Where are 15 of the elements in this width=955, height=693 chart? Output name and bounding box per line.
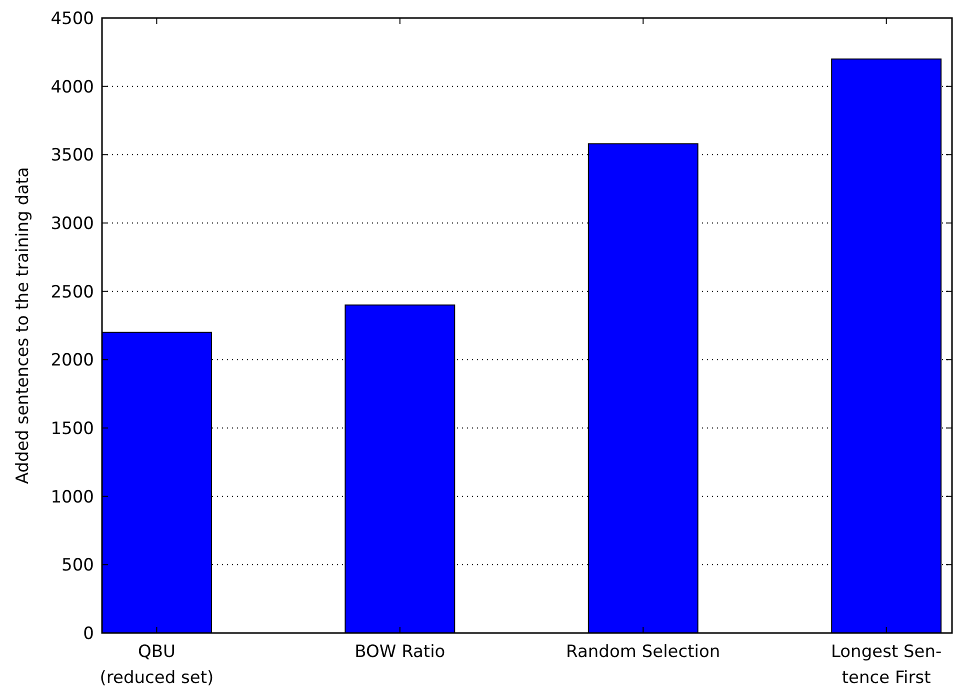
y-tick-label: 500 bbox=[62, 556, 94, 576]
y-tick-label: 2500 bbox=[50, 282, 94, 302]
y-axis-title: Added sentences to the training data bbox=[13, 167, 33, 484]
y-tick-label: 1500 bbox=[50, 418, 94, 439]
y-tick-label: 0 bbox=[83, 624, 94, 644]
y-tick-label: 4000 bbox=[50, 77, 94, 98]
y-tick-label: 3500 bbox=[50, 146, 94, 166]
x-tick-label: Longest Sen- tence First bbox=[830, 642, 942, 688]
x-tick-label: BOW Ratio bbox=[354, 642, 446, 662]
y-tick-label: 3000 bbox=[50, 214, 94, 234]
x-tick-label: QBU (reduced set) bbox=[100, 642, 214, 688]
y-tick-label: 1000 bbox=[50, 487, 94, 508]
y-tick-label: 4500 bbox=[50, 8, 94, 29]
y-tick-label: 2000 bbox=[50, 350, 94, 371]
x-tick-label: Random Selection bbox=[566, 642, 720, 662]
